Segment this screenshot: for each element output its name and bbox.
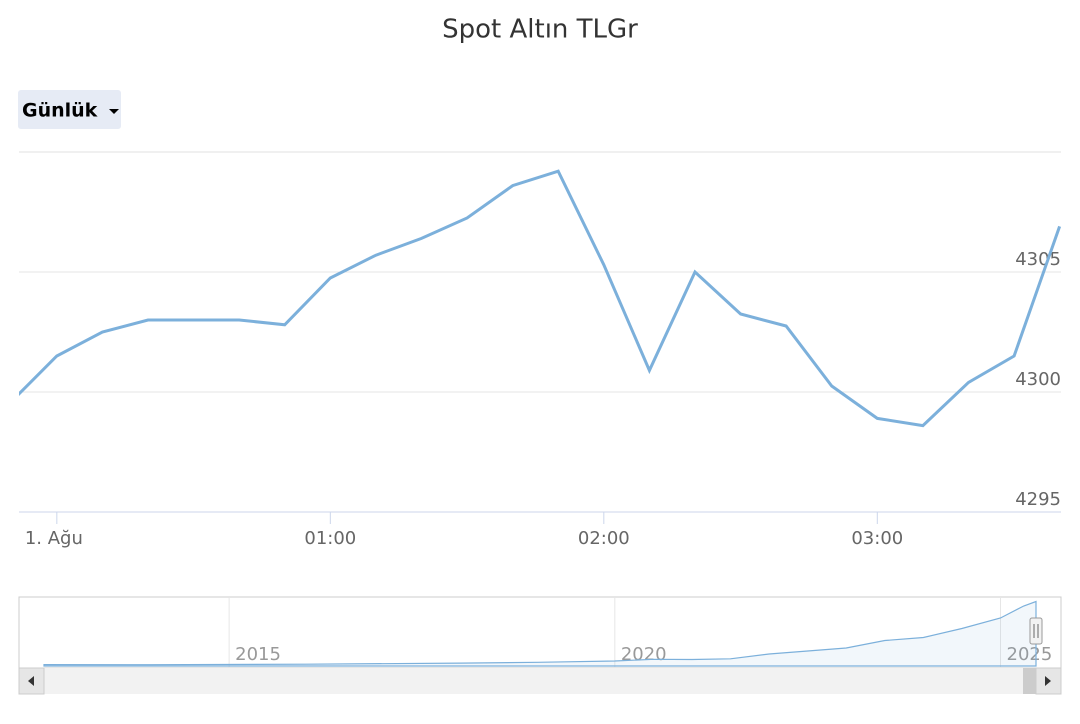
- scroll-thumb[interactable]: [1023, 668, 1036, 694]
- y-tick-label: 4300: [1015, 369, 1061, 390]
- y-tick-label: 4295: [1015, 489, 1061, 510]
- navigator-tick-label: 2015: [235, 644, 281, 665]
- scrollbar[interactable]: [19, 668, 1061, 694]
- scroll-right-arrow: [1045, 676, 1051, 686]
- dropdown-bg[interactable]: [18, 90, 121, 129]
- navigator-handle[interactable]: [1029, 617, 1043, 645]
- scroll-left-arrow: [28, 676, 34, 686]
- x-tick-label: 02:00: [578, 528, 630, 549]
- navigator-frame: [18, 596, 1062, 669]
- range-dropdown[interactable]: Günlük: [18, 90, 121, 129]
- price-line: [19, 169, 1061, 428]
- x-tick-label: 03:00: [851, 528, 903, 549]
- x-tick-label: 1. Ağu: [25, 528, 83, 549]
- x-tick-label: 01:00: [304, 528, 356, 549]
- navigator-tick-label: 2025: [1007, 644, 1053, 665]
- dropdown-caret[interactable]: [109, 109, 119, 114]
- y-tick-label: 4305: [1015, 249, 1061, 270]
- chart-title: Spot Altın TLGr: [442, 15, 638, 45]
- navigator-area: [43, 600, 1037, 667]
- dropdown-label[interactable]: Günlük: [22, 100, 98, 122]
